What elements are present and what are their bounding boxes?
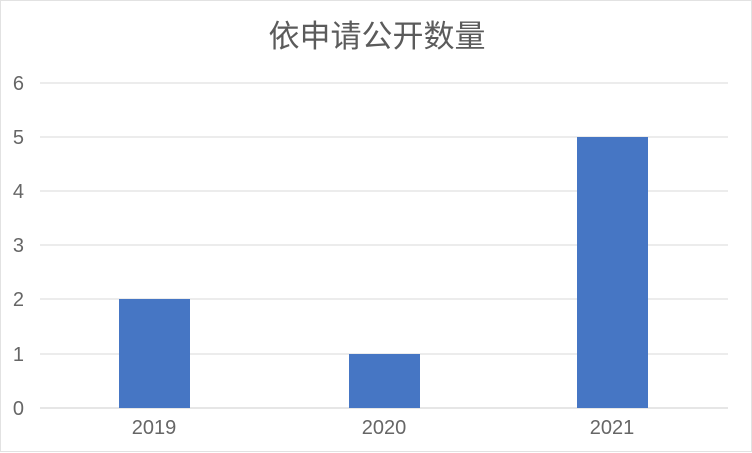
svg-text:4: 4 — [13, 181, 24, 203]
svg-text:3: 3 — [13, 235, 24, 257]
svg-text:0: 0 — [13, 398, 24, 420]
svg-text:5: 5 — [13, 127, 24, 149]
svg-text:2021: 2021 — [590, 417, 635, 439]
svg-text:2: 2 — [13, 289, 24, 311]
svg-text:2020: 2020 — [362, 417, 407, 439]
svg-text:6: 6 — [13, 73, 24, 95]
svg-text:2019: 2019 — [132, 417, 177, 439]
svg-text:1: 1 — [13, 344, 24, 366]
